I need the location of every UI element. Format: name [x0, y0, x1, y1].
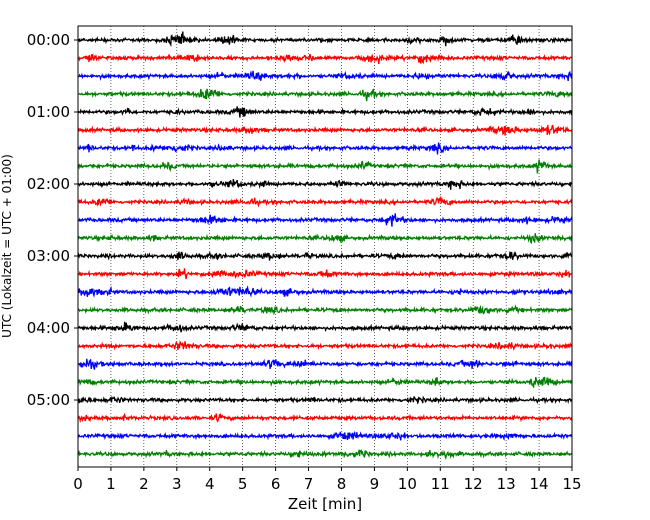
plot-frame	[77, 25, 573, 468]
x-tick-label: 11	[431, 475, 450, 493]
trace-line	[77, 70, 573, 82]
x-tick-label: 5	[238, 475, 248, 493]
x-tick-label: 0	[73, 475, 83, 493]
trace-line	[77, 340, 573, 351]
seismic-traces	[77, 31, 573, 461]
x-axis-ticks: 0 1 2 3 4 5 6 7 8 9 10 11 12 13 14 15	[73, 467, 582, 493]
trace-line	[77, 195, 573, 208]
trace-line	[77, 124, 573, 136]
x-axis-label: Zeit [min]	[288, 495, 362, 513]
trace-line	[77, 376, 573, 388]
trace-line	[77, 304, 573, 316]
trace-line	[77, 285, 573, 298]
y-tick-label: 01:00	[27, 103, 70, 121]
trace-line	[77, 213, 573, 227]
trace-line	[77, 268, 573, 280]
x-tick-label: 15	[562, 475, 581, 493]
trace-line	[77, 250, 573, 261]
trace-line	[77, 178, 573, 190]
x-tick-label: 2	[139, 475, 149, 493]
x-tick-label: 7	[304, 475, 314, 493]
y-tick-label: 03:00	[27, 247, 70, 265]
trace-line	[77, 142, 573, 155]
x-tick-label: 13	[497, 475, 516, 493]
trace-line	[77, 53, 573, 65]
trace-line	[77, 358, 573, 370]
y-tick-label: 04:00	[27, 319, 70, 337]
trace-line	[77, 412, 573, 424]
x-tick-label: 9	[370, 475, 380, 493]
trace-line	[77, 88, 573, 102]
x-tick-label: 6	[271, 475, 281, 493]
y-tick-label: 02:00	[27, 175, 70, 193]
x-tick-label: 10	[398, 475, 417, 493]
trace-line	[77, 159, 573, 174]
y-tick-label: 00:00	[27, 31, 70, 49]
trace-line	[77, 449, 573, 461]
y-tick-label: 05:00	[27, 391, 70, 409]
trace-line	[77, 321, 573, 333]
x-tick-label: 4	[205, 475, 215, 493]
x-tick-label: 8	[337, 475, 347, 493]
y-axis-label: UTC (Lokalzeit = UTC + 01:00)	[0, 154, 14, 338]
trace-line	[77, 106, 573, 118]
x-tick-label: 3	[172, 475, 182, 493]
trace-line	[77, 31, 573, 48]
trace-line	[77, 233, 573, 245]
y-axis-ticks: 00:00 01:00 02:00 03:00 04:00 05:00	[27, 31, 78, 409]
x-tick-label: 14	[530, 475, 549, 493]
x-tick-label: 1	[106, 475, 116, 493]
x-tick-label: 12	[464, 475, 483, 493]
trace-line	[77, 430, 573, 441]
trace-line	[77, 395, 573, 405]
